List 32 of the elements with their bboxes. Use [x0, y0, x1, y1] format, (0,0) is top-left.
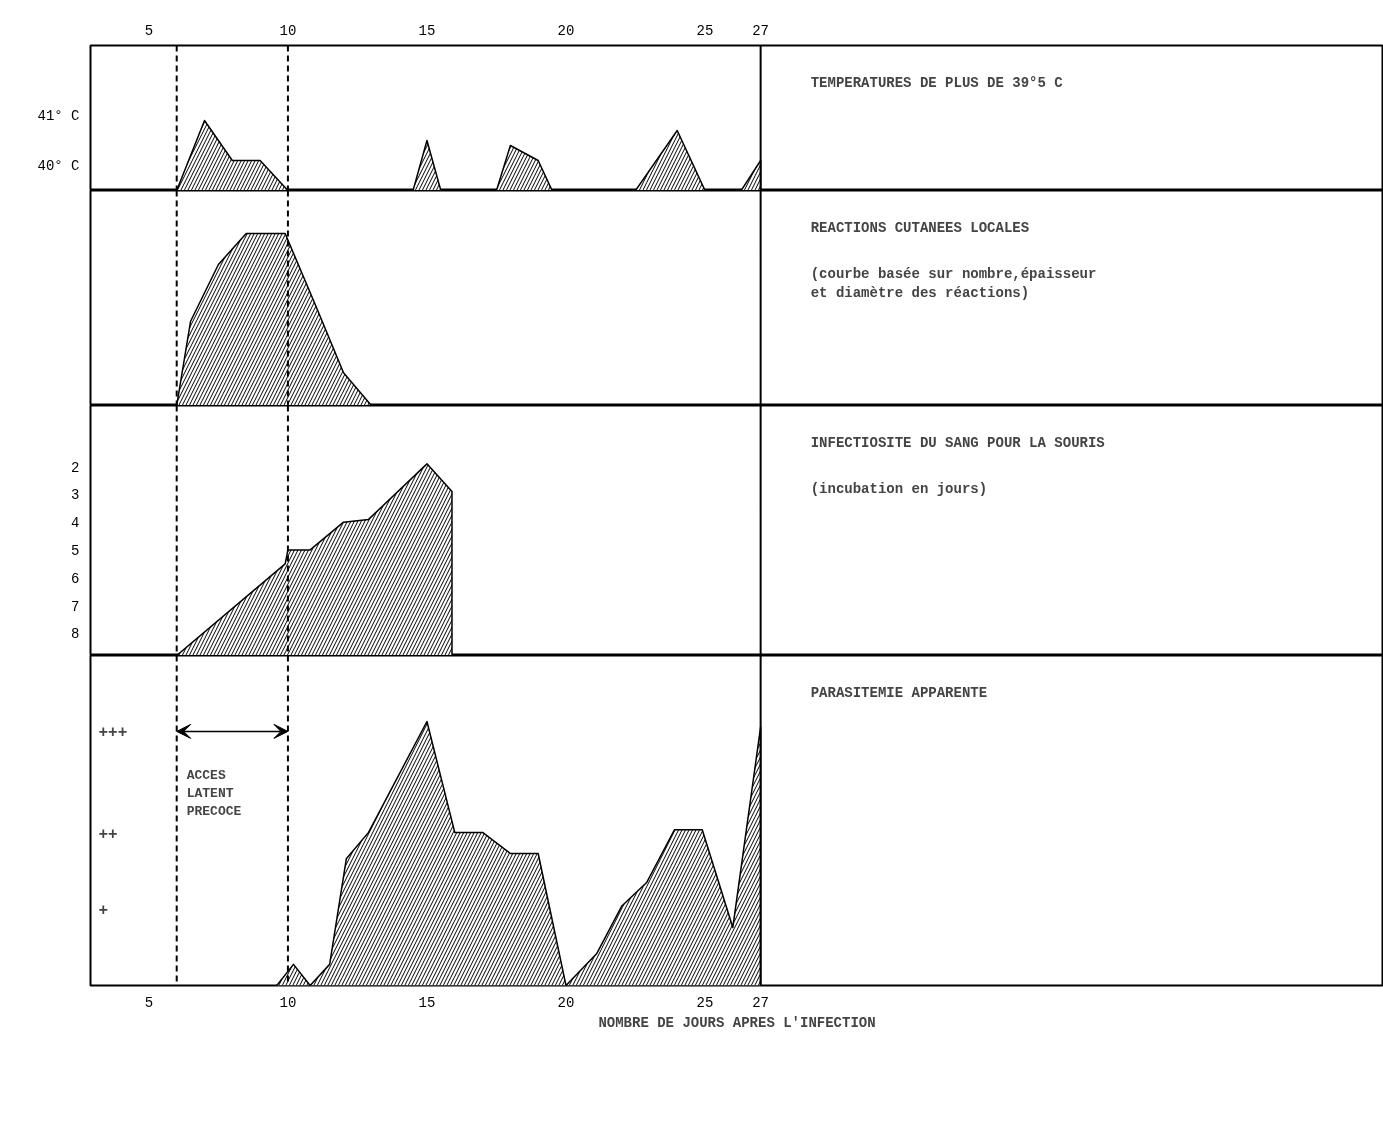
x-tick-label: 10: [279, 994, 297, 1011]
x2-tick-label: 20: [557, 22, 575, 39]
annotation: ACCES LATENT PRECOCE: [186, 767, 242, 819]
text: (courbe basée sur nombre,épaisseur et diamètre des réactions): [810, 265, 1097, 301]
annotation: ++: [98, 826, 118, 845]
y-tick-label: 2: [71, 459, 80, 476]
text: INFECTIOSITE DU SANG POUR LA SOURIS: [810, 434, 1105, 451]
y-tick-label: 6: [71, 570, 80, 587]
y-tick-label: 41° C: [37, 107, 80, 124]
x2-tick-label: 25: [696, 22, 714, 39]
x-tick-label: 25: [696, 994, 714, 1011]
annotation: +++: [98, 723, 128, 742]
y-tick-label: 3: [71, 487, 80, 504]
annotation: +: [98, 902, 109, 921]
y-tick-label: 40° C: [37, 157, 80, 174]
y-tick-label: 7: [71, 598, 80, 615]
x-tick-label: 5: [144, 994, 154, 1011]
x-axis-title: NOMBRE DE JOURS APRES L'INFECTION: [598, 1014, 876, 1031]
text: TEMPERATURES DE PLUS DE 39°5 C: [810, 74, 1064, 91]
x2-tick-label: 5: [144, 22, 154, 39]
text: (incubation en jours): [810, 480, 988, 497]
x-tick-label: 15: [418, 994, 436, 1011]
y-tick-label: 5: [71, 542, 80, 559]
x2-tick-label: 27: [752, 22, 770, 39]
y-tick-label: 4: [71, 515, 80, 532]
chart-title: REACTIONS CUTANEES LOCALES: [810, 219, 1030, 236]
x2-tick-label: 15: [418, 22, 436, 39]
y-tick-label: 8: [71, 626, 80, 643]
chart-title: PARASITEMIE APPARENTE: [810, 684, 988, 701]
x-tick-label: 20: [557, 994, 575, 1011]
x-tick-label: 27: [752, 994, 770, 1011]
x2-tick-label: 10: [279, 22, 297, 39]
